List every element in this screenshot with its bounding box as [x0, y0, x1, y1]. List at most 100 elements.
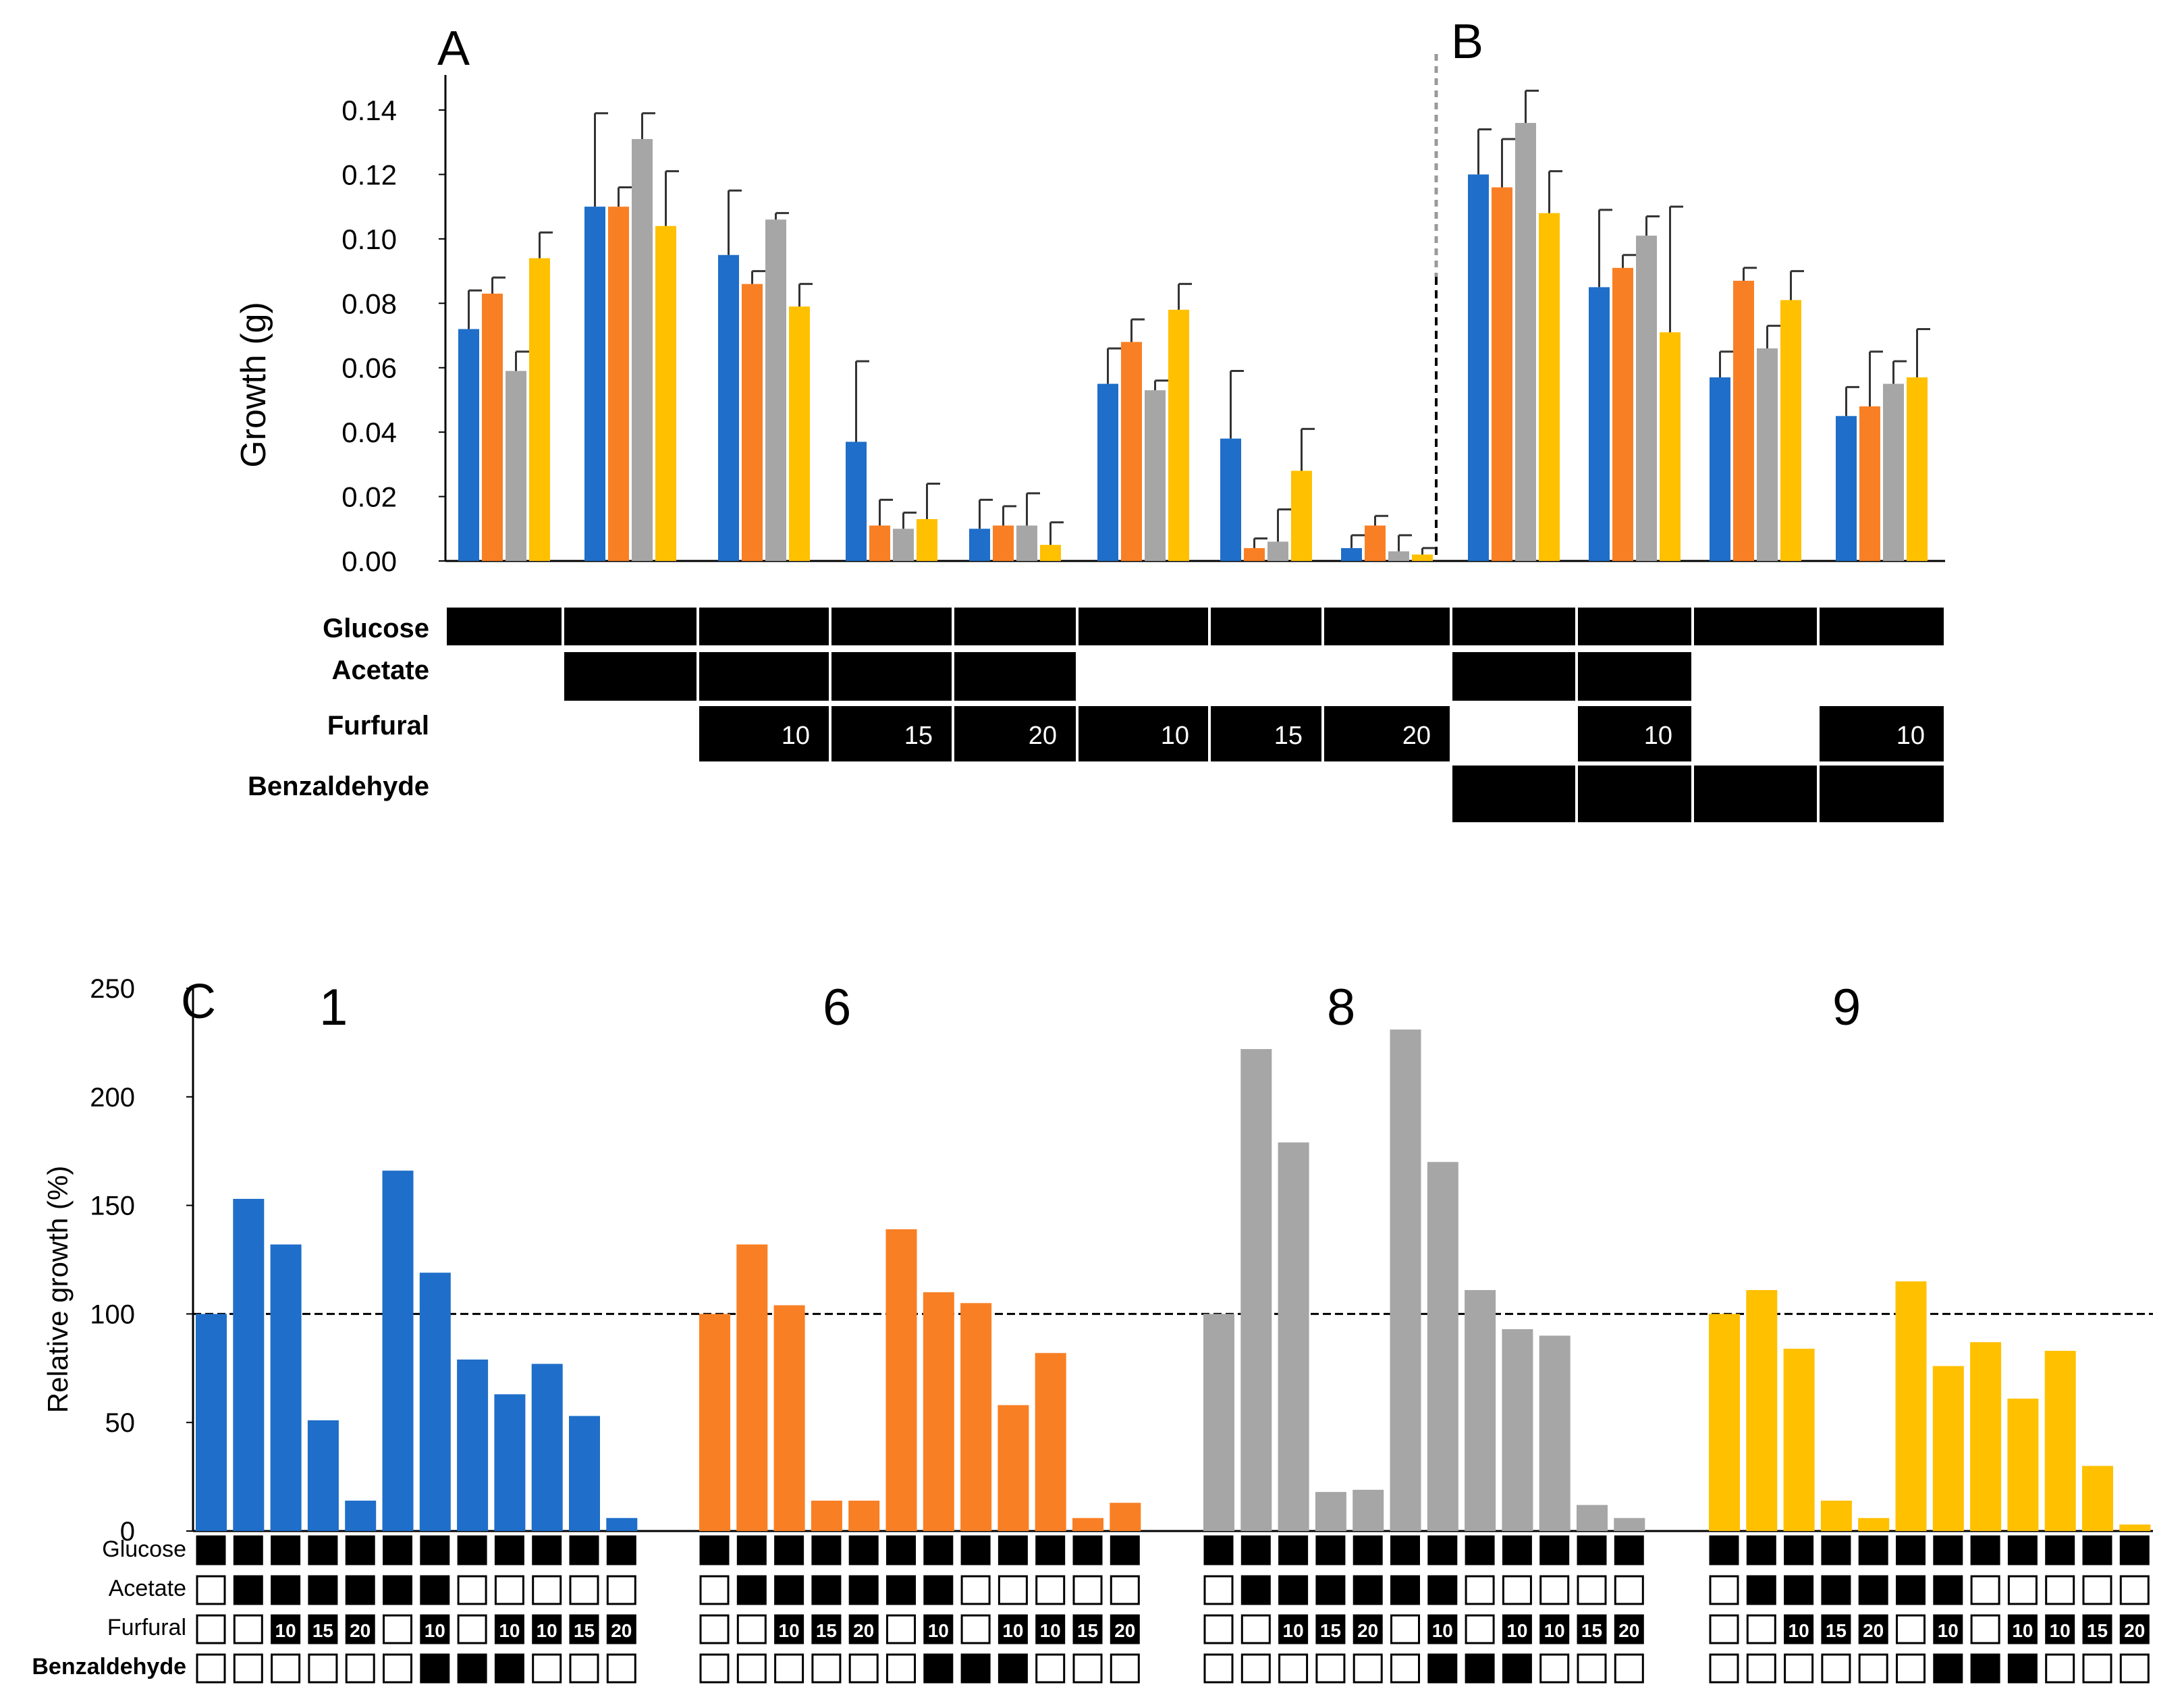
condition-cell	[954, 608, 1076, 645]
condition-cell-value: 15	[1274, 722, 1303, 750]
bar	[1353, 1489, 1384, 1531]
condition-box	[1784, 1653, 1814, 1684]
condition-box	[1240, 1614, 1271, 1644]
condition-box	[774, 1575, 804, 1605]
bar	[1895, 1281, 1927, 1531]
condition-box	[699, 1535, 730, 1565]
bar	[1097, 383, 1118, 561]
condition-box	[1353, 1614, 1383, 1644]
condition-cell-value: 10	[1896, 722, 1925, 750]
condition-box	[606, 1614, 636, 1644]
condition-box	[1072, 1535, 1103, 1565]
bar	[382, 1171, 414, 1531]
bar	[1040, 545, 1061, 561]
condition-box	[420, 1575, 450, 1605]
condition-cell	[1211, 706, 1321, 761]
bar	[2082, 1466, 2113, 1531]
condition-box	[1278, 1614, 1309, 1644]
series-title: 9	[1832, 979, 1861, 1036]
bar	[1907, 377, 1928, 561]
condition-box	[606, 1575, 636, 1605]
condition-box	[345, 1653, 375, 1684]
y-axis-label-relative-growth: Relative growth (%)	[42, 1166, 74, 1413]
condition-cell-value: 10	[782, 722, 810, 750]
condition-box	[1427, 1575, 1458, 1605]
condition-box	[1390, 1535, 1420, 1565]
bar	[270, 1244, 302, 1531]
condition-box	[1896, 1575, 1926, 1605]
condition-box	[1035, 1575, 1066, 1605]
condition-row-label: Glucose	[323, 614, 429, 643]
condition-box	[1896, 1535, 1926, 1565]
condition-box	[383, 1653, 412, 1684]
condition-box	[2082, 1575, 2112, 1605]
condition-box	[2119, 1614, 2150, 1644]
condition-box	[1203, 1614, 1234, 1644]
bar	[998, 1405, 1029, 1531]
bar	[1859, 406, 1880, 561]
condition-box	[345, 1535, 375, 1565]
condition-box	[494, 1535, 524, 1565]
condition-box	[1072, 1653, 1103, 1684]
y-tick-label: 0.00	[342, 545, 397, 577]
bar	[2007, 1398, 2039, 1531]
bar	[1780, 300, 1801, 561]
condition-box	[998, 1535, 1028, 1565]
condition-box	[2119, 1575, 2150, 1605]
condition-row-label: Furfural	[107, 1615, 186, 1640]
bar	[1468, 174, 1489, 561]
condition-box	[2119, 1653, 2150, 1684]
condition-box	[1315, 1614, 1346, 1644]
condition-box	[233, 1575, 263, 1605]
condition-box	[233, 1614, 263, 1644]
condition-box	[383, 1614, 412, 1644]
condition-cell	[1079, 608, 1208, 645]
condition-box-value: 20	[611, 1620, 632, 1641]
condition-cell	[1694, 766, 1817, 822]
condition-box	[923, 1535, 954, 1565]
condition-box-value: 15	[1077, 1620, 1098, 1641]
condition-box	[494, 1653, 524, 1684]
bar	[1709, 1314, 1740, 1531]
condition-box	[308, 1653, 338, 1684]
condition-cell	[1452, 766, 1575, 822]
bar	[482, 293, 503, 561]
condition-cell	[1452, 608, 1575, 645]
bar	[1932, 1366, 1964, 1531]
condition-box	[1035, 1535, 1066, 1565]
condition-box	[811, 1653, 842, 1684]
condition-box	[1315, 1575, 1346, 1605]
bar	[1492, 187, 1512, 561]
bar	[699, 1314, 730, 1531]
bar	[1465, 1290, 1496, 1531]
condition-box-value: 15	[1320, 1620, 1341, 1641]
condition-cell-value: 20	[1402, 722, 1431, 750]
condition-box	[457, 1614, 487, 1644]
condition-box	[1858, 1653, 1888, 1684]
condition-box-value: 15	[816, 1620, 837, 1641]
condition-box	[1784, 1535, 1814, 1565]
condition-box-value: 15	[312, 1620, 333, 1641]
y-tick-label: 0.02	[342, 481, 397, 513]
condition-box	[960, 1653, 991, 1684]
condition-box	[960, 1614, 991, 1644]
bar	[632, 138, 653, 561]
condition-box	[494, 1575, 524, 1605]
condition-box	[1614, 1575, 1644, 1605]
condition-box	[1614, 1653, 1644, 1684]
condition-box	[1709, 1614, 1739, 1644]
y-tick-label: 0.12	[342, 159, 397, 190]
condition-box	[1577, 1614, 1607, 1644]
bar	[584, 207, 605, 562]
bar	[718, 254, 739, 561]
condition-box	[1858, 1614, 1888, 1644]
panel-label-b: B	[1451, 15, 1483, 69]
condition-box	[1933, 1653, 1963, 1684]
bar	[1710, 377, 1730, 561]
bar	[1365, 525, 1386, 561]
condition-box	[1577, 1535, 1607, 1565]
condition-cell-value: 10	[1161, 722, 1189, 750]
bar	[789, 306, 810, 561]
condition-box	[1970, 1614, 2000, 1644]
